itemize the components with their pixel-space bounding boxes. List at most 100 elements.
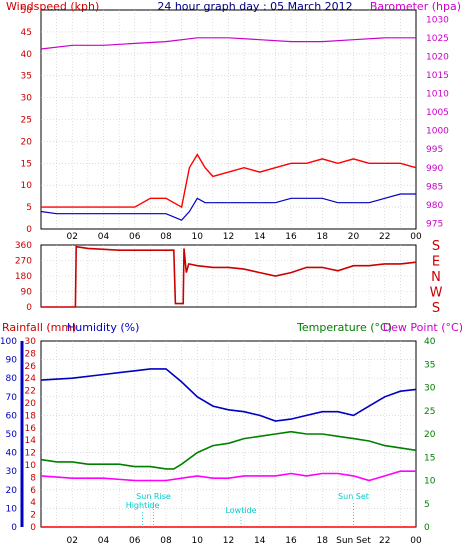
barometer-tick-label: 990: [426, 164, 443, 174]
windspeed-axis-label: Windspeed (kph): [6, 0, 99, 13]
barometer-tick-label: 1005: [426, 108, 449, 118]
wind-barometer-ticks: 0510152025303540455097598098599099510001…: [21, 6, 450, 242]
direction-tick-label: 360: [15, 241, 32, 251]
humidity-tick-label: 70: [6, 393, 18, 403]
annotation-label: Hightide: [126, 501, 160, 510]
rainfall-tick-label: 6: [30, 486, 36, 496]
annotation-label: Sun Set: [338, 492, 369, 501]
hour-tick-label: 14: [254, 536, 266, 546]
wind-direction-ticks: 0 90 180 270 360: [15, 241, 32, 313]
temp-humidity-ticks: 0102030405060708090100024681012141618202…: [0, 337, 436, 546]
windspeed-tick-label: 10: [21, 181, 33, 191]
temperature-tick-label: 35: [424, 360, 435, 370]
rainfall-tick-label: 30: [25, 337, 37, 347]
rainfall-tick-label: 28: [25, 349, 37, 359]
wind-direction-lines: [41, 245, 417, 308]
wind-barometer-grid: [41, 10, 416, 229]
hour-tick-label: 06: [129, 232, 141, 242]
rainfall-tick-label: 26: [25, 362, 37, 372]
hour-tick-label: 18: [317, 232, 329, 242]
temp-humidity-lines: [40, 368, 417, 528]
hour-tick-label: 00: [410, 536, 422, 546]
wind-barometer-lines: [40, 37, 417, 221]
hour-tick-label: 14: [254, 232, 266, 242]
rainfall-tick-label: 2: [30, 511, 36, 521]
hour-tick-label: 12: [223, 232, 234, 242]
hour-tick-label: 10: [192, 536, 204, 546]
barometer-tick-label: 1020: [426, 52, 449, 62]
temp-humidity-grid: [41, 341, 416, 527]
wind-direction-line: [41, 245, 417, 308]
direction-tick-label: 180: [15, 272, 32, 282]
windspeed-tick-label: 30: [21, 94, 33, 104]
hour-tick-label: 02: [67, 232, 78, 242]
barometer-tick-label: 1025: [426, 34, 449, 44]
windspeed-tick-label: 40: [21, 50, 33, 60]
temperature-tick-label: 15: [424, 453, 435, 463]
compass-label: S: [432, 239, 440, 254]
temperature-tick-label: 20: [424, 430, 436, 440]
hour-tick-label: 20: [348, 232, 360, 242]
humidity-tick-label: 20: [6, 486, 18, 496]
barometer-tick-label: 1010: [426, 90, 449, 100]
temperature-tick-label: 10: [424, 477, 436, 487]
temperature-tick-label: 25: [424, 407, 435, 417]
windspeed-tick-label: 25: [21, 116, 32, 126]
windspeed-tick-label: 0: [26, 225, 32, 235]
hour-tick-label: 04: [98, 536, 110, 546]
hour-tick-label: 08: [160, 232, 172, 242]
hour-tick-label: 22: [379, 232, 390, 242]
chart-title: 24 hour graph day : 05 March 2012: [157, 0, 352, 13]
barometer-axis-label: Barometer (hpa): [370, 0, 461, 13]
windspeed-tick-label: 45: [21, 28, 32, 38]
windspeed-line: [41, 153, 417, 209]
hour-tick-label: 16: [285, 232, 297, 242]
barometer-tick-label: 985: [426, 182, 443, 192]
windspeed-tick-label: 15: [21, 159, 32, 169]
barometer-tick-label: 1030: [426, 15, 449, 25]
windspeed-tick-label: 5: [26, 203, 32, 213]
rainfall-tick-label: 20: [25, 399, 37, 409]
temperature-tick-label: 5: [424, 500, 430, 510]
barometer-tick-label: 1015: [426, 71, 449, 81]
direction-tick-label: 90: [21, 288, 33, 298]
dewpoint-line: [40, 470, 416, 482]
windspeed-average-line: [40, 193, 416, 221]
humidity-tick-label: 30: [6, 467, 18, 477]
humidity-tick-label: 60: [6, 411, 18, 421]
rainfall-axis-label: Rainfall (mm): [2, 321, 76, 334]
dewpoint-axis-label: Dew Point (°C): [383, 321, 463, 334]
compass-label: N: [431, 270, 441, 285]
rainfall-tick-label: 12: [25, 449, 36, 459]
hour-tick-label: Sun Set: [336, 536, 371, 546]
humidity-tick-label: 40: [6, 449, 18, 459]
humidity-tick-label: 100: [0, 337, 17, 347]
hour-tick-label: 16: [285, 536, 297, 546]
temperature-tick-label: 40: [424, 337, 436, 347]
hour-tick-label: 06: [129, 536, 141, 546]
rainfall-tick-label: 4: [30, 498, 36, 508]
direction-tick-label: 270: [15, 257, 32, 267]
humidity-tick-label: 80: [6, 374, 18, 384]
temperature-tick-label: 30: [424, 384, 436, 394]
rainfall-tick-label: 22: [25, 387, 36, 397]
hour-tick-label: 10: [192, 232, 204, 242]
humidity-line: [40, 368, 417, 422]
humidity-tick-label: 0: [11, 523, 17, 533]
hour-tick-label: 00: [410, 232, 422, 242]
hour-tick-label: 22: [379, 536, 390, 546]
temperature-tick-label: 0: [424, 523, 430, 533]
direction-tick-label: 0: [26, 303, 32, 313]
wind-direction-grid: [41, 245, 416, 307]
humidity-tick-label: 10: [6, 504, 18, 514]
barometer-line: [40, 37, 416, 50]
wind-barometer-panel: 0510152025303540455097598098599099510001…: [6, 0, 461, 242]
windspeed-tick-label: 20: [21, 137, 33, 147]
hour-tick-label: 18: [317, 536, 329, 546]
barometer-tick-label: 1000: [426, 127, 449, 137]
temperature-axis-label: Temperature (°C): [296, 321, 392, 334]
humidity-tick-label: 50: [6, 430, 18, 440]
